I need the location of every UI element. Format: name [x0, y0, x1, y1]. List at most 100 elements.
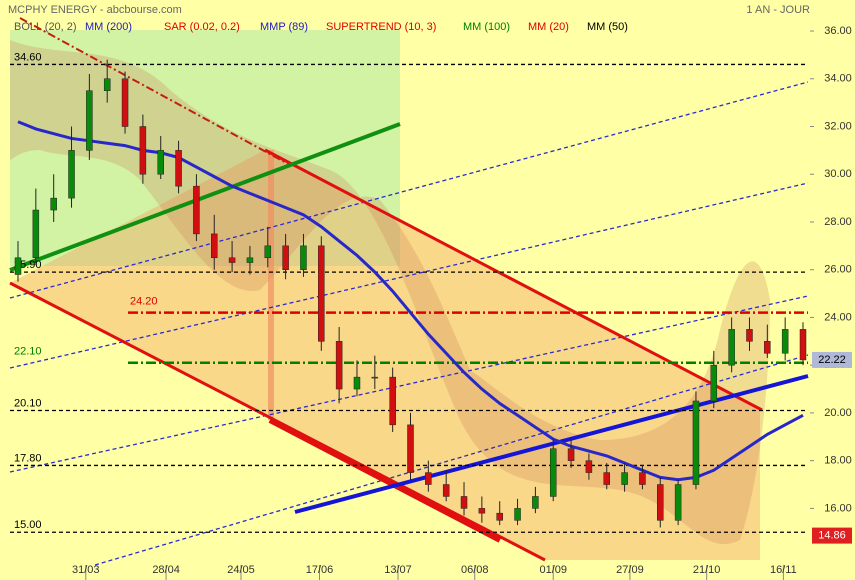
y-tick-label: 16.00 [824, 502, 852, 514]
candle-body [14, 257, 22, 275]
candle-body [353, 376, 361, 390]
y-tick-label: 36.00 [824, 25, 852, 37]
x-tick-label: 16/11 [770, 564, 797, 576]
candle-body [68, 150, 75, 199]
y-tick-label: 18.00 [824, 455, 852, 467]
x-tick-label: 28/04 [152, 564, 180, 576]
candle-body [603, 472, 610, 485]
y-tick-label: 34.00 [824, 73, 852, 85]
candle-body [799, 329, 807, 361]
channel-lower-bold [268, 417, 502, 543]
candle-body [425, 472, 432, 485]
candle-body [674, 484, 682, 521]
candle-body [193, 185, 200, 235]
x-tick-label: 24/05 [227, 564, 255, 576]
dashed-line [9, 182, 809, 369]
candle-body [228, 257, 236, 263]
period: 1 AN - JOUR [746, 4, 810, 16]
candle-body [532, 496, 539, 509]
x-tick-label: 01/09 [539, 564, 567, 576]
chart-title: MCPHY ENERGY - abcbourse.com [8, 4, 182, 16]
price-tag-label: 22.22 [818, 354, 846, 366]
level-label: 17.80 [14, 452, 42, 464]
price-tag-label: 14.86 [818, 530, 846, 542]
x-tick-label: 06/08 [461, 564, 489, 576]
y-tick-label: 32.00 [824, 120, 852, 132]
blue-trend [294, 374, 809, 514]
candle-body [549, 448, 557, 497]
parallel-lines [9, 81, 809, 566]
x-tick-label: 31/03 [72, 564, 100, 576]
candle-body [157, 150, 164, 175]
candle-body [407, 424, 414, 473]
candle-body [567, 448, 575, 461]
level-label: 15.00 [14, 519, 42, 531]
x-tick-label: 13/07 [384, 564, 412, 576]
candle-body [639, 472, 646, 485]
dashed-line [9, 295, 809, 473]
candle-body [692, 400, 700, 485]
x-tick-label: 27/09 [616, 564, 644, 576]
candle-body [657, 484, 664, 521]
candle-body [514, 508, 521, 521]
candle-body [621, 472, 628, 485]
price-tag [812, 527, 852, 544]
legend-entry: MM (50) [587, 21, 628, 33]
y-tick-label: 26.00 [824, 264, 852, 276]
channel-upper [264, 148, 763, 412]
y-tick-label: 30.00 [824, 168, 852, 180]
candle-body [710, 364, 718, 402]
candle-body [300, 245, 307, 270]
candle-body [318, 245, 325, 342]
candle-body [389, 376, 396, 426]
candle-body [764, 341, 771, 354]
candle-body [282, 245, 289, 270]
dashed-line [94, 354, 809, 566]
price-tag [812, 351, 852, 368]
legend-entry: SUPERTREND (10, 3) [326, 21, 436, 33]
candle-body [746, 329, 753, 342]
sar-trend [19, 17, 291, 166]
level-label: 20.10 [14, 397, 42, 409]
candle-body [478, 508, 486, 514]
candle-body [86, 90, 93, 151]
legend-entry: BOLL (20, 2) [14, 21, 77, 33]
candle-body [139, 126, 147, 175]
candle-body [211, 233, 218, 259]
y-tick-label: 20.00 [824, 407, 852, 419]
legend-entry: MM (100) [463, 21, 510, 33]
level-label: 22.10 [14, 346, 42, 358]
candle-body [32, 209, 40, 259]
green-trend [9, 122, 401, 272]
supertrend-bar [268, 150, 274, 420]
legend-entry: MM (20) [528, 21, 569, 33]
candle-body [264, 245, 272, 259]
moving-average [17, 120, 804, 482]
y-tick-label: 28.00 [824, 216, 852, 228]
candle-body [728, 329, 735, 366]
y-tick-label: 24.00 [824, 311, 852, 323]
candle-body [121, 78, 129, 127]
level-label: 34.60 [14, 51, 42, 63]
candle-body [246, 257, 254, 263]
candle-body [442, 484, 450, 497]
legend-entry: MM (200) [85, 21, 132, 33]
candle-body [371, 376, 379, 379]
candle-body [103, 78, 111, 91]
legend-entry: MMP (89) [260, 21, 308, 33]
x-tick-label: 17/06 [306, 564, 334, 576]
candle-body [335, 341, 343, 390]
x-tick-label: 21/10 [693, 564, 721, 576]
candle-body [781, 329, 789, 354]
bollinger-band [10, 40, 770, 545]
level-label: 24.20 [130, 296, 158, 308]
candle-body [585, 460, 593, 473]
candle-body [496, 512, 503, 521]
candle-body [175, 150, 182, 187]
candle-body [50, 197, 57, 211]
candle-body [460, 496, 468, 509]
dashed-line [9, 81, 809, 299]
legend-entry: SAR (0.02, 0.2) [164, 21, 240, 33]
